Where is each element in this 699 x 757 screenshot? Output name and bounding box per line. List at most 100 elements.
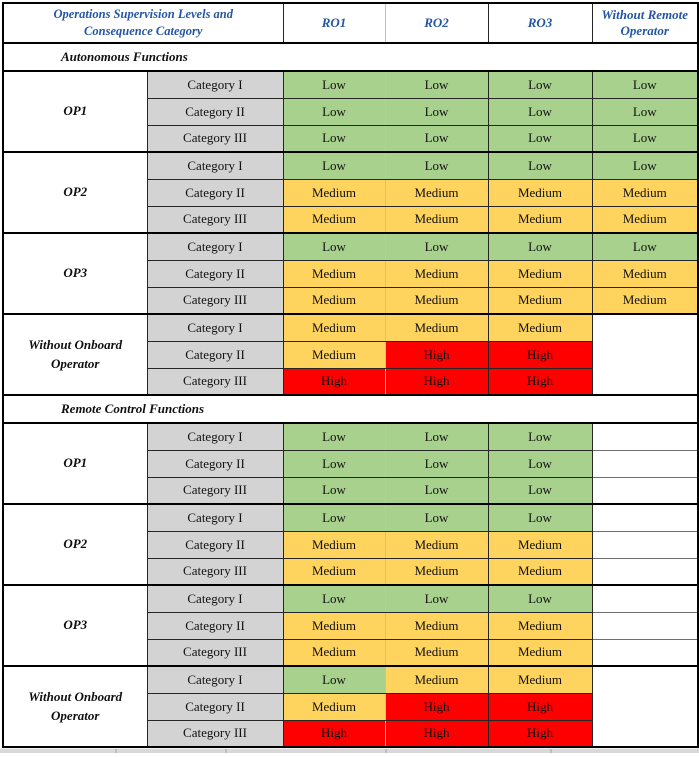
- category-cell: Category II: [146, 340, 284, 369]
- category-cell: Category III: [146, 286, 284, 315]
- section-title: Autonomous Functions: [2, 42, 699, 72]
- op-group-label: OP2: [2, 151, 148, 234]
- column-header-ro2: RO2: [384, 2, 489, 44]
- risk-cell-medium: Medium: [282, 611, 386, 640]
- risk-cell-low: Low: [384, 584, 489, 613]
- column-header-without-remote-operator: Without Remote Operator: [591, 2, 699, 44]
- risk-cell-low: Low: [591, 232, 699, 261]
- empty-cell: [591, 313, 699, 396]
- header-row: Operations Supervision Levels and Conseq…: [2, 2, 699, 44]
- matrix-row: Category III Medium Medium Medium Medium: [3, 286, 699, 315]
- risk-cell-low: Low: [282, 232, 386, 261]
- strip-mark: [550, 749, 552, 753]
- risk-cell-low: Low: [487, 124, 593, 153]
- matrix-row: Category II Medium Medium Medium Medium: [3, 178, 699, 207]
- matrix-row: Category III High High High: [3, 719, 698, 748]
- category-cell: Category III: [146, 367, 284, 396]
- column-header-ro1: RO1: [282, 2, 386, 44]
- strip-mark: [115, 749, 117, 753]
- matrix-row: OP2 Category I Low Low Low Low: [2, 151, 699, 234]
- op-group-label: Without Onboard Operator: [2, 313, 148, 396]
- matrix-row: Category II Medium High High: [3, 340, 698, 369]
- risk-cell-medium: Medium: [487, 178, 593, 207]
- risk-cell-medium: Medium: [487, 313, 593, 342]
- table-corner-header: Operations Supervision Levels and Conseq…: [2, 2, 284, 44]
- page-bottom-strip: [0, 748, 699, 753]
- risk-cell-high: High: [487, 340, 593, 369]
- risk-cell-medium: Medium: [487, 665, 593, 694]
- category-cell: Category III: [146, 476, 284, 505]
- risk-cell-medium: Medium: [384, 313, 489, 342]
- category-cell: Category I: [146, 665, 284, 694]
- category-cell: Category III: [146, 124, 284, 153]
- matrix-row: OP3 Category I Low Low Low Low: [2, 232, 699, 315]
- category-cell: Category III: [146, 638, 284, 667]
- category-cell: Category I: [146, 584, 284, 613]
- risk-cell-high: High: [487, 367, 593, 396]
- risk-cell-medium: Medium: [282, 557, 386, 586]
- risk-cell-low: Low: [384, 422, 489, 451]
- risk-cell-low: Low: [487, 476, 593, 505]
- risk-cell-low: Low: [282, 97, 386, 126]
- risk-cell-low: Low: [487, 151, 593, 180]
- section-row: Autonomous Functions: [2, 42, 699, 72]
- matrix-row: Category III Low Low Low: [3, 476, 699, 505]
- category-cell: Category II: [146, 611, 284, 640]
- empty-cell: [591, 422, 699, 451]
- risk-cell-low: Low: [487, 422, 593, 451]
- risk-cell-high: High: [487, 692, 593, 721]
- risk-cell-high: High: [487, 719, 593, 748]
- risk-cell-low: Low: [282, 449, 386, 478]
- empty-cell: [591, 611, 699, 640]
- risk-cell-low: Low: [282, 422, 386, 451]
- corner-header-line2: Consequence Category: [84, 24, 203, 38]
- matrix-row: OP3 Category I Low Low Low: [2, 584, 699, 667]
- risk-cell-low: Low: [384, 97, 489, 126]
- risk-cell-low: Low: [487, 503, 593, 532]
- risk-cell-low: Low: [591, 151, 699, 180]
- op-group-label: Without Onboard Operator: [2, 665, 148, 748]
- category-cell: Category II: [146, 97, 284, 126]
- risk-cell-medium: Medium: [487, 286, 593, 315]
- empty-cell: [591, 530, 699, 559]
- matrix-row: OP1 Category I Low Low Low Low: [2, 70, 699, 153]
- empty-cell: [591, 584, 699, 613]
- risk-cell-medium: Medium: [384, 205, 489, 234]
- category-cell: Category I: [146, 151, 284, 180]
- risk-cell-medium: Medium: [487, 638, 593, 667]
- risk-cell-low: Low: [384, 151, 489, 180]
- matrix-row: OP1 Category I Low Low Low: [2, 422, 699, 505]
- risk-cell-medium: Medium: [384, 178, 489, 207]
- risk-cell-low: Low: [487, 97, 593, 126]
- risk-cell-medium: Medium: [282, 692, 386, 721]
- column-header-ro3: RO3: [487, 2, 593, 44]
- risk-cell-low: Low: [487, 232, 593, 261]
- matrix-row: OP2 Category I Low Low Low: [2, 503, 699, 586]
- risk-cell-medium: Medium: [282, 286, 386, 315]
- risk-cell-low: Low: [487, 70, 593, 99]
- empty-cell: [591, 665, 699, 748]
- op-group-label: OP1: [2, 422, 148, 505]
- empty-cell: [591, 638, 699, 667]
- category-cell: Category III: [146, 557, 284, 586]
- risk-cell-low: Low: [384, 124, 489, 153]
- op-group-label: OP2: [2, 503, 148, 586]
- risk-cell-medium: Medium: [282, 313, 386, 342]
- risk-cell-low: Low: [591, 70, 699, 99]
- section-title: Remote Control Functions: [2, 394, 699, 424]
- category-cell: Category III: [146, 719, 284, 748]
- risk-cell-medium: Medium: [487, 259, 593, 288]
- matrix-row: Category II Low Low Low Low: [3, 97, 699, 126]
- risk-cell-low: Low: [384, 70, 489, 99]
- matrix-row: Category III Medium Medium Medium Medium: [3, 205, 699, 234]
- matrix-body: Autonomous Functions OP1 Category I Low Low L…: [2, 42, 699, 748]
- empty-cell: [591, 503, 699, 532]
- risk-cell-medium: Medium: [384, 611, 489, 640]
- risk-cell-low: Low: [282, 584, 386, 613]
- category-cell: Category I: [146, 70, 284, 99]
- risk-cell-medium: Medium: [384, 286, 489, 315]
- category-cell: Category I: [146, 232, 284, 261]
- corner-header-line1: Operations Supervision Levels and: [53, 7, 234, 22]
- risk-cell-high: High: [282, 719, 386, 748]
